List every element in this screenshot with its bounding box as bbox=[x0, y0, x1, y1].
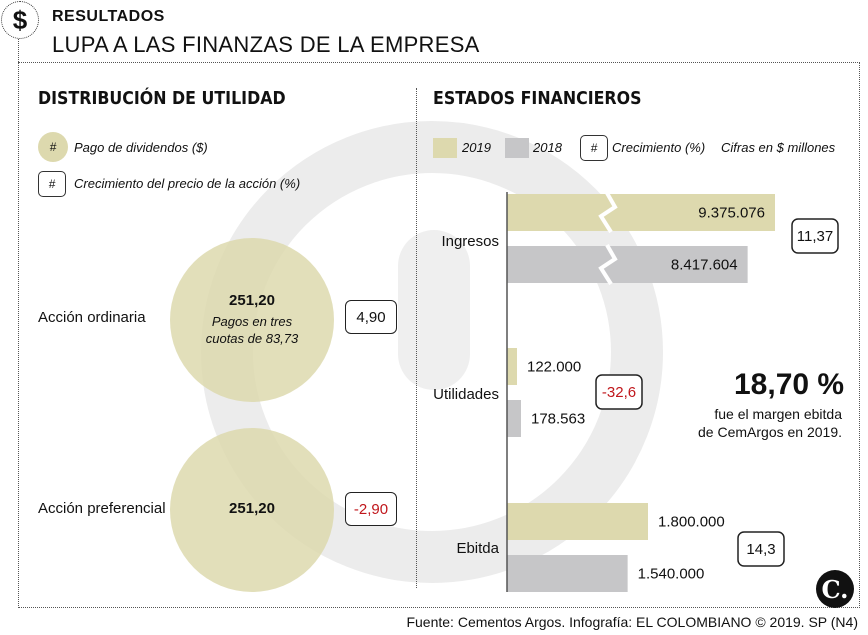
ordinary-share-label: Acción ordinaria bbox=[38, 309, 146, 326]
ebitda-margin-note-2: de CemArgos en 2019. bbox=[698, 424, 842, 440]
source-credit: Fuente: Cementos Argos. Infografía: EL C… bbox=[406, 614, 858, 630]
ordinary-share-growth: 4,90 bbox=[345, 300, 397, 334]
bar-ebitda-2019 bbox=[507, 503, 648, 540]
preferred-share-growth: -2,90 bbox=[345, 492, 397, 526]
bar-ebitda-2018 bbox=[507, 555, 628, 592]
frame-bottom bbox=[18, 607, 860, 609]
price-growth-legend-symbol: # bbox=[38, 171, 66, 197]
value-label-ebitda-2018: 1.540.000 bbox=[638, 566, 705, 583]
legend-label-2018: 2018 bbox=[533, 140, 562, 155]
growth-box-ebitda bbox=[737, 531, 785, 567]
value-label-ingresos-2018: 8.417.604 bbox=[671, 257, 738, 274]
legend-label-2019: 2019 bbox=[462, 140, 491, 155]
value-label-ingresos-2019: 9.375.076 bbox=[698, 205, 765, 222]
ebitda-margin-value: 18,70 % bbox=[734, 368, 845, 401]
units-note: Cifras en $ millones bbox=[721, 140, 836, 155]
value-label-utilidades-2019: 122.000 bbox=[527, 359, 581, 376]
growth-legend-label: Crecimiento (%) bbox=[612, 140, 706, 155]
legend-swatch-2019 bbox=[433, 138, 457, 158]
frame-top bbox=[18, 62, 860, 64]
frame-left bbox=[18, 36, 20, 608]
category-label-utilidades: Utilidades bbox=[433, 386, 499, 403]
frame-right bbox=[859, 62, 861, 608]
category-label-ingresos: Ingresos bbox=[441, 233, 499, 250]
preferred-share-label: Acción preferencial bbox=[38, 500, 166, 517]
bar-utilidades-2019 bbox=[507, 348, 517, 385]
growth-value-utilidades: -32,6 bbox=[602, 384, 636, 401]
preferred-share-bubble bbox=[170, 428, 334, 592]
right-section-title: ESTADOS FINANCIEROS bbox=[433, 88, 642, 109]
ordinary-share-note-2: cuotas de 83,73 bbox=[205, 331, 299, 346]
growth-box-utilidades bbox=[595, 374, 643, 410]
axis-break-mark-2019 bbox=[598, 192, 618, 234]
price-growth-legend-label: Crecimiento del precio de la acción (%) bbox=[74, 176, 301, 191]
axis-break-mark-2018 bbox=[598, 244, 618, 286]
ordinary-share-dividend: 251,20 bbox=[229, 292, 275, 309]
growth-value-ingresos: 11,37 bbox=[797, 228, 833, 245]
el-colombiano-logo: C. bbox=[816, 570, 854, 608]
kicker: RESULTADOS bbox=[52, 8, 165, 25]
preferred-share-dividend: 251,20 bbox=[229, 500, 275, 517]
ordinary-share-note-1: Pagos en tres bbox=[211, 314, 293, 329]
dollar-icon: $ bbox=[1, 1, 39, 39]
ebitda-margin-note-1: fue el margen ebitda bbox=[714, 406, 842, 422]
bar-utilidades-2018 bbox=[507, 400, 521, 437]
legend-swatch-2018 bbox=[505, 138, 529, 158]
headline: LUPA A LAS FINANZAS DE LA EMPRESA bbox=[52, 32, 480, 57]
section-divider bbox=[416, 88, 418, 588]
ordinary-share-bubble bbox=[170, 238, 334, 402]
value-label-ebitda-2019: 1.800.000 bbox=[658, 514, 725, 531]
growth-box-ingresos bbox=[791, 218, 839, 254]
dividend-legend-label: Pago de dividendos ($) bbox=[74, 140, 208, 155]
growth-value-ebitda: 14,3 bbox=[746, 541, 775, 558]
left-section-title: DISTRIBUCIÓN DE UTILIDAD bbox=[38, 88, 286, 109]
category-label-ebitda: Ebitda bbox=[456, 540, 499, 557]
bar-ingresos-2018 bbox=[507, 246, 748, 283]
bar-ingresos-2019 bbox=[507, 194, 775, 231]
value-label-utilidades-2018: 178.563 bbox=[531, 411, 585, 428]
dividend-legend-symbol: # bbox=[38, 132, 68, 162]
growth-legend-symbol: # bbox=[580, 135, 608, 161]
